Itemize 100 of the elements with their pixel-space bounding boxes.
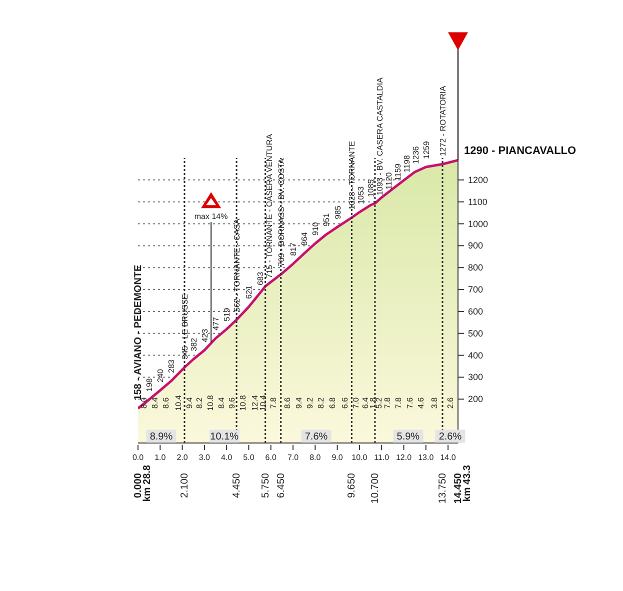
y-tick-label: 800 — [468, 262, 484, 273]
annotation: 3.8 — [430, 396, 440, 409]
annotation: max 14% — [194, 212, 228, 222]
annotation: 7.8 — [383, 396, 392, 409]
x-tick-label: 12.0 — [396, 453, 412, 462]
y-tick-label: 600 — [468, 306, 484, 316]
annotation: 8.0 — [140, 396, 149, 409]
data-label: 562 - TORNANTE - CASA — [232, 218, 242, 312]
annotation: 10.4 — [258, 394, 268, 411]
x-tick-label: 0.0 — [132, 453, 144, 462]
annotation: 8.2 — [316, 396, 326, 409]
data-label: 683 — [256, 271, 265, 286]
annotation: 8.2 — [194, 396, 204, 409]
data-label: 1272 - ROTATORIA — [438, 85, 448, 156]
data-label: 1085 — [366, 178, 376, 198]
x-tick-label: 6.0 — [265, 453, 277, 462]
data-label: 985 — [333, 205, 342, 220]
annotation: 2.6% — [438, 432, 462, 443]
y-tick-label: 200 — [468, 394, 484, 404]
x-tick-label: 4.0 — [221, 453, 233, 462]
y-tick-label: 400 — [468, 350, 484, 360]
annotation: 9.6 — [228, 396, 237, 409]
annotation: 2.6 — [446, 396, 456, 409]
annotation: 6.6 — [340, 396, 350, 409]
x2-tick-label: 5.750 — [260, 472, 272, 498]
x-tick-label: 3.0 — [198, 453, 211, 462]
annotation: 6.8 — [328, 396, 337, 409]
annotation: 6.4 — [360, 396, 370, 409]
x2-tick-label: 2.100 — [180, 472, 191, 498]
data-label: 715 - TORNANTE - CASERA VENTURA — [264, 133, 274, 278]
annotation: 8.6 — [282, 396, 292, 409]
data-label: 864 — [300, 232, 310, 246]
y-tick-label: 900 — [468, 240, 484, 251]
y-tick-label: 1100 — [468, 196, 488, 207]
y-tick-label: 300 — [468, 372, 484, 382]
x2-tick-label: 10.700 — [370, 472, 381, 504]
annotation: 7.6% — [304, 432, 328, 443]
data-label: 1290 - PIANCAVALLO — [464, 145, 576, 158]
data-label: 1028 - TORNANTE — [348, 141, 357, 210]
data-label: 477 — [212, 316, 221, 330]
x2-tick-label: 13.750 — [438, 472, 448, 504]
annotation: 10.8 — [206, 394, 215, 411]
data-label: 1120 — [384, 172, 394, 190]
data-label: 283 — [167, 359, 176, 373]
annotation: 10.4 — [174, 394, 183, 411]
y-tick-label: 700 — [468, 284, 484, 295]
data-label: 1159 — [394, 163, 403, 181]
data-label: 1198 — [402, 154, 412, 172]
data-label: 1053 — [356, 186, 366, 204]
data-label: 817 — [289, 242, 298, 256]
text: km 28.8 — [142, 464, 153, 502]
annotation: 9.4 — [184, 396, 194, 409]
data-label: 910 — [311, 222, 320, 236]
x2-tick-label: 9.650 — [346, 472, 358, 498]
data-label: 198 — [145, 378, 154, 392]
data-label: 240 — [156, 368, 166, 382]
x2-tick-label: 14.450 — [453, 472, 464, 504]
annotation: 7.8 — [394, 396, 404, 409]
annotation: 8.6 — [162, 396, 171, 409]
text: km 43.3 — [462, 464, 473, 502]
annotation: 9.2 — [306, 396, 315, 409]
data-label: 1236 — [412, 146, 421, 164]
data-label: 345 - LE BRUSSE — [180, 294, 190, 360]
x2-tick-label: 0.000 — [133, 472, 144, 498]
x-tick-label: 14.0 — [440, 453, 456, 462]
y-tick-label: 1200 — [468, 174, 488, 185]
annotation: 7.8 — [269, 396, 278, 409]
annotation: 5.9% — [396, 432, 420, 443]
data-label: 621 — [244, 284, 254, 299]
annotation: 8.4 — [217, 396, 226, 409]
y-tick-label: 1000 — [468, 218, 488, 229]
annotation: 8.9% — [150, 432, 173, 443]
data-label: 769 - BORNASS - BV. COSTA — [276, 158, 286, 266]
annotation: 7.6 — [405, 396, 414, 409]
annotation: 9.4 — [294, 396, 304, 409]
x-tick-label: 1.0 — [154, 453, 166, 462]
x-tick-label: 11.0 — [374, 453, 390, 462]
annotation: 4.6 — [416, 396, 426, 409]
x2-tick-label: 4.450 — [232, 472, 243, 498]
data-label: 519 — [222, 307, 232, 322]
x-tick-label: 13.0 — [418, 453, 434, 462]
x2-tick-label: 6.450 — [276, 472, 287, 498]
data-label: 1093 - BV. CASERA CASTALDIA — [376, 76, 385, 196]
y-tick-label: 500 — [468, 328, 484, 338]
annotation: 12.4 — [250, 394, 260, 411]
data-label: 423 — [200, 328, 210, 342]
data-label: 1259 — [422, 140, 431, 159]
annotation: 10.8 — [238, 394, 248, 411]
x-tick-label: 9.0 — [332, 453, 344, 462]
annotation: 5.2 — [374, 396, 384, 409]
annotation: 10.1% — [210, 432, 239, 443]
data-label: 382 — [190, 337, 199, 352]
x-tick-label: 5.0 — [243, 453, 255, 462]
annotation: 8.4 — [150, 396, 160, 409]
x-tick-label: 10.0 — [352, 453, 368, 462]
data-label: 951 — [322, 212, 332, 227]
annotation: 7.0 — [352, 396, 361, 409]
x-tick-label: 7.0 — [287, 453, 300, 462]
x-tick-label: 8.0 — [310, 453, 322, 462]
x-tick-label: 2.0 — [176, 453, 188, 462]
